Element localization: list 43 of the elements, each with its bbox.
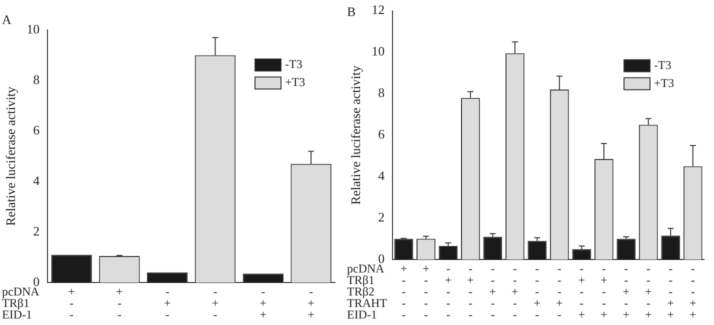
x-tick-label: - - - + + [689,262,696,322]
text: EID-1 [347,308,377,322]
y-tick-label: 6 [378,126,386,142]
y-tick-label: 10 [26,21,40,36]
y-tick-label: 12 [372,2,385,18]
y-axis-title: Relative luciferase activity [3,86,18,226]
legend-label: +T3 [285,75,306,90]
x-tick-label: - + - [212,284,219,322]
legend-label: -T3 [285,57,302,72]
x-tick-label: - - + - + [622,262,630,322]
x-tick-label: - + - - + [600,262,608,322]
text: TRβ2 [347,284,374,299]
legend-label: +T3 [654,76,674,90]
x-tick-label: - - - + + [667,262,674,322]
x-tick-label: - + + [308,284,315,322]
x-tick-label: - + - [164,284,171,322]
y-tick-label: 4 [378,168,386,184]
y-tick-label: 2 [378,209,385,224]
x-tick-label: - - + - + [645,262,652,322]
text: TRAHT [347,296,388,310]
x-tick-label: - + + [260,284,267,322]
legend-label: -T3 [654,58,672,72]
chart-title: B [347,4,356,19]
x-tick-label: - + - - + [578,262,586,322]
x-tick-label: - - + - - [489,262,496,322]
y-tick-label: 4 [33,172,40,188]
x-tick-label: + - - [116,284,124,322]
y-tick-label: 8 [33,72,40,87]
x-tick-label: - - + - - [512,262,519,322]
x-tick-label: + - - - - [400,262,408,322]
y-tick-label: 10 [372,44,385,59]
text: EID-1 [2,308,32,322]
chart-title: A [2,12,12,27]
y-tick-label: 2 [33,223,40,238]
y-tick-label: 8 [378,85,385,100]
x-tick-label: - + - - - [467,262,474,322]
x-tick-label: + - - - - [422,262,430,322]
y-tick-label: 6 [33,122,40,138]
x-tick-label: + - - [68,284,76,322]
x-tick-label: - - - + - [534,262,541,322]
x-tick-label: - - - + - [556,262,564,322]
x-tick-label: - + - - - [444,262,452,322]
y-axis-title: Relative luciferase activity [348,64,364,205]
